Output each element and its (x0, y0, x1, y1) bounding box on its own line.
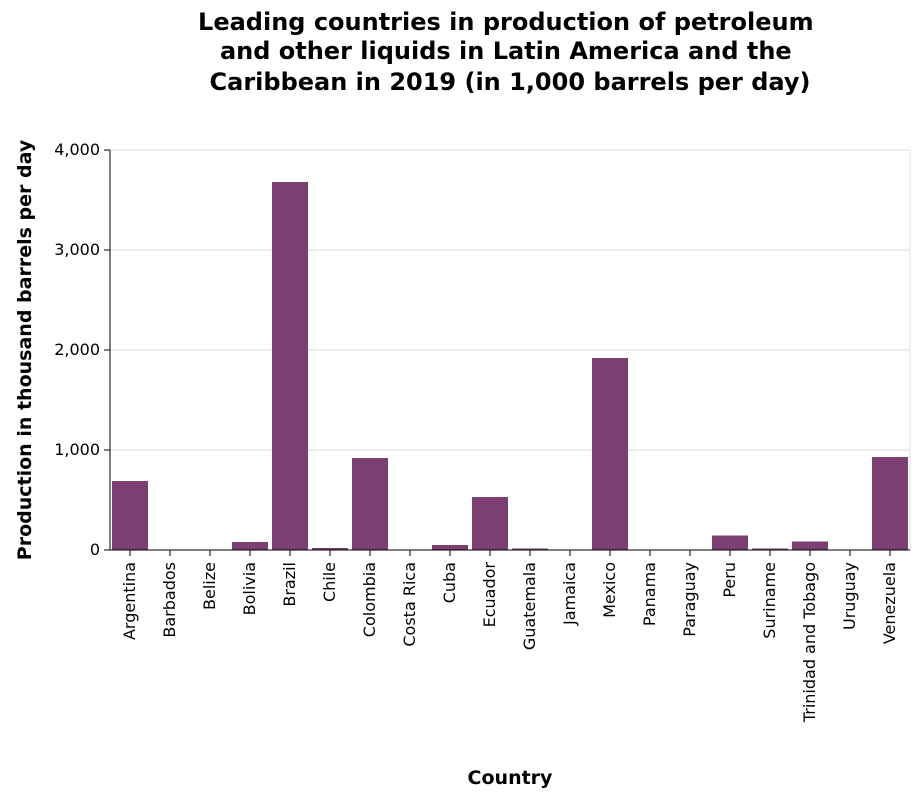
x-tick-label: Belize (200, 562, 219, 610)
bar (752, 548, 788, 550)
chart-title: Leading countries in production of petro… (198, 8, 822, 96)
x-tick-label: Uruguay (840, 562, 859, 630)
y-axis-title: Production in thousand barrels per day (14, 139, 36, 560)
bar (472, 497, 508, 550)
bar (712, 535, 748, 550)
bar (232, 542, 268, 550)
bar (272, 182, 308, 550)
bar (872, 457, 908, 550)
bar (792, 541, 828, 550)
bar (512, 548, 548, 550)
x-tick-label: Ecuador (480, 562, 499, 628)
x-tick-label: Panama (640, 562, 659, 626)
x-axis-ticks: Argentina Barbados Belize Bolivia Brazil Chil… (120, 550, 899, 723)
bar (432, 545, 468, 550)
bar (112, 481, 148, 550)
x-tick-label: Paraguay (680, 562, 699, 637)
x-tick-label: Barbados (160, 562, 179, 638)
x-tick-label: Peru (720, 562, 739, 598)
x-tick-label: Costa Rica (400, 562, 419, 647)
chart-title-line-1: Leading countries in production of petro… (198, 8, 814, 36)
x-tick-label: Bolivia (240, 562, 259, 615)
x-tick-label: Colombia (360, 562, 379, 637)
x-tick-label: Argentina (120, 562, 139, 640)
y-tick-label: 0 (90, 540, 100, 559)
x-tick-label: Mexico (600, 562, 619, 618)
bars (112, 182, 908, 550)
chart-title-line-3: Caribbean in 2019 (in 1,000 barrels per … (210, 68, 811, 96)
x-axis-title: Country (468, 767, 554, 789)
gridlines (110, 149, 911, 551)
x-tick-label: Cuba (440, 562, 459, 603)
bar (312, 548, 348, 550)
x-tick-label: Trinidad and Tobago (800, 562, 819, 723)
x-tick-label: Venezuela (880, 562, 899, 644)
x-tick-label: Jamaica (560, 562, 579, 626)
y-tick-label: 4,000 (54, 140, 100, 159)
x-tick-label: Guatemala (520, 562, 539, 650)
x-tick-label: Chile (320, 562, 339, 602)
x-tick-label: Suriname (760, 562, 779, 639)
y-tick-label: 3,000 (54, 240, 100, 259)
y-tick-label: 2,000 (54, 340, 100, 359)
chart-title-line-2: and other liquids in Latin America and t… (220, 37, 792, 65)
x-tick-label: Brazil (280, 562, 299, 607)
y-tick-label: 1,000 (54, 440, 100, 459)
y-axis-ticks: 0 1,000 2,000 3,000 4,000 (54, 140, 110, 559)
bar (592, 358, 628, 550)
bar (352, 458, 388, 550)
